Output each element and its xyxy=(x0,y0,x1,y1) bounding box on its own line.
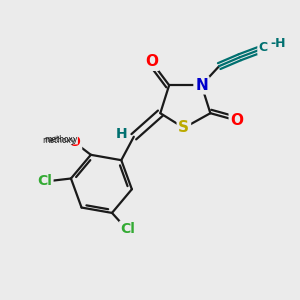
Text: methoxy: methoxy xyxy=(42,136,75,146)
Text: H: H xyxy=(116,128,127,141)
Text: -H: -H xyxy=(270,37,286,50)
Text: O: O xyxy=(145,54,158,69)
Text: methoxy: methoxy xyxy=(44,135,77,144)
Text: O: O xyxy=(69,135,81,149)
Text: N: N xyxy=(195,78,208,93)
Text: S: S xyxy=(178,120,189,135)
Text: Cl: Cl xyxy=(121,222,136,236)
Text: C: C xyxy=(259,41,268,54)
Text: O: O xyxy=(230,113,243,128)
Text: Cl: Cl xyxy=(37,174,52,188)
